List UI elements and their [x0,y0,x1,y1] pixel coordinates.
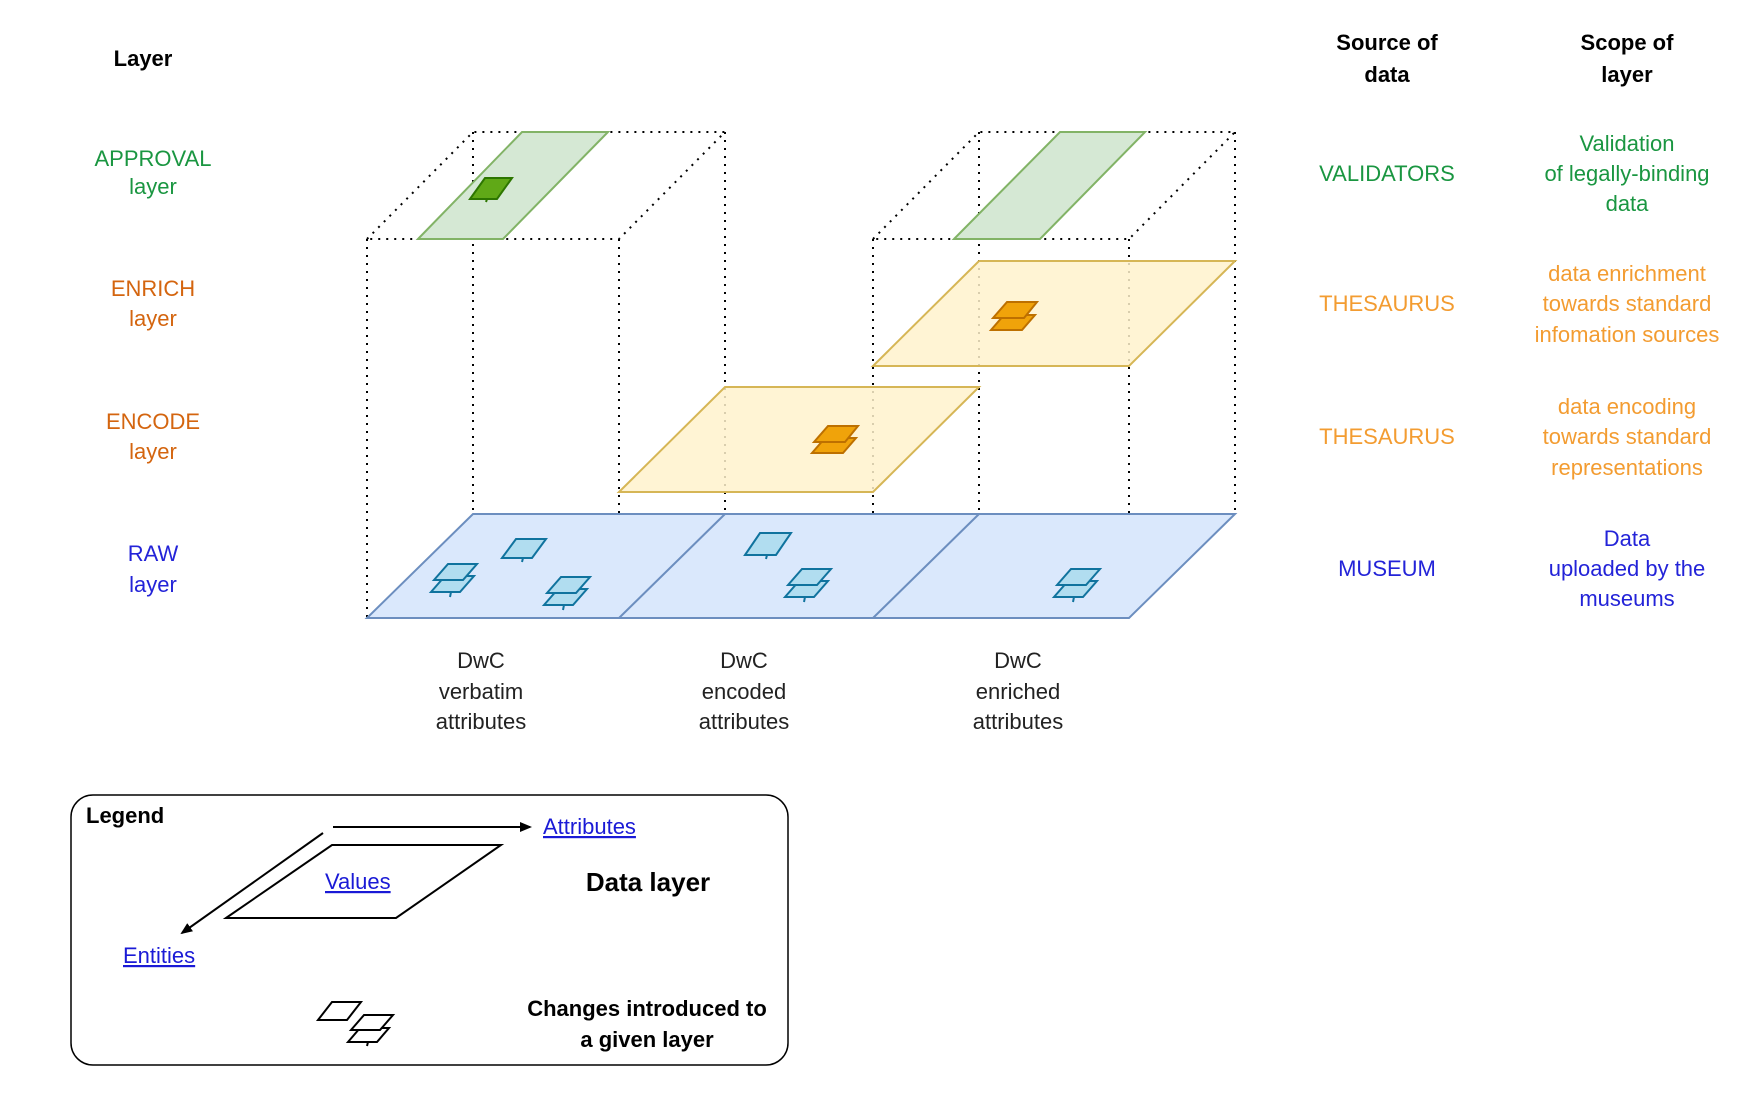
approval-scope-line2: of legally-binding [1544,161,1709,186]
legend-title: Legend [86,803,164,828]
legend-changes-line2: a given layer [580,1027,714,1052]
source-header-line1: Source of [1336,30,1438,55]
scope-header-line2: layer [1601,62,1653,87]
enrich-source: THESAURUS [1319,291,1455,316]
encode-source: THESAURUS [1319,424,1455,449]
values-link[interactable]: Values [325,869,391,894]
column1-label-line1: DwC [457,648,505,673]
column3-label-line2: enriched [976,679,1060,704]
change-icon-encode [809,425,861,454]
approval-source: VALIDATORS [1319,161,1455,186]
raw-source: MUSEUM [1338,556,1436,581]
raw-scope-line1: Data [1604,526,1651,551]
enrich-scope-line2: towards standard [1543,291,1712,316]
column3-label-line1: DwC [994,648,1042,673]
raw-layer-plane [364,513,1238,619]
legend-box: Legend Attributes Entities Values Data l… [70,794,789,1066]
approval-layer-suffix: layer [129,174,177,199]
column2-label-line2: encoded [702,679,786,704]
scope-header-line1: Scope of [1581,30,1675,55]
legend-change-icon [315,1001,396,1047]
legend-data-layer-shape [222,844,505,919]
entities-arrow [180,832,324,935]
enrich-scope-line3: infomation sources [1535,322,1720,347]
change-icons-raw [428,532,1103,611]
column2-label-line1: DwC [720,648,768,673]
enrich-layer-suffix: layer [129,306,177,331]
encode-scope-line2: towards standard [1543,424,1712,449]
column1-label-line3: attributes [436,709,527,734]
encode-layer-plane [616,386,982,493]
raw-scope-line2: uploaded by the [1549,556,1706,581]
raw-layer-name: RAW [128,541,179,566]
enrich-layer-plane [870,260,1238,367]
column3-label-line3: attributes [973,709,1064,734]
column2-label-line3: attributes [699,709,790,734]
encode-layer-suffix: layer [129,439,177,464]
raw-layer-suffix: layer [129,572,177,597]
approval-strip-right [951,131,1148,240]
encode-layer-name: ENCODE [106,409,200,434]
legend-data-layer-label: Data layer [586,867,710,897]
change-icon-enrich [988,301,1040,331]
approval-scope-line1: Validation [1580,131,1675,156]
column1-label-line2: verbatim [439,679,523,704]
approval-layer-name: APPROVAL [95,146,212,171]
entities-link[interactable]: Entities [123,943,195,968]
attributes-link[interactable]: Attributes [543,814,636,839]
enrich-layer-name: ENRICH [111,276,195,301]
encode-scope-line3: representations [1551,455,1703,480]
legend-changes-line1: Changes introduced to [527,996,767,1021]
approval-scope-line3: data [1606,191,1650,216]
source-header-line2: data [1364,62,1410,87]
raw-scope-line3: museums [1579,586,1674,611]
approval-strip-left [415,131,611,240]
enrich-scope-line1: data enrichment [1548,261,1706,286]
layer-header: Layer [114,46,173,71]
encode-scope-line1: data encoding [1558,394,1696,419]
change-icon-approval [468,177,514,203]
